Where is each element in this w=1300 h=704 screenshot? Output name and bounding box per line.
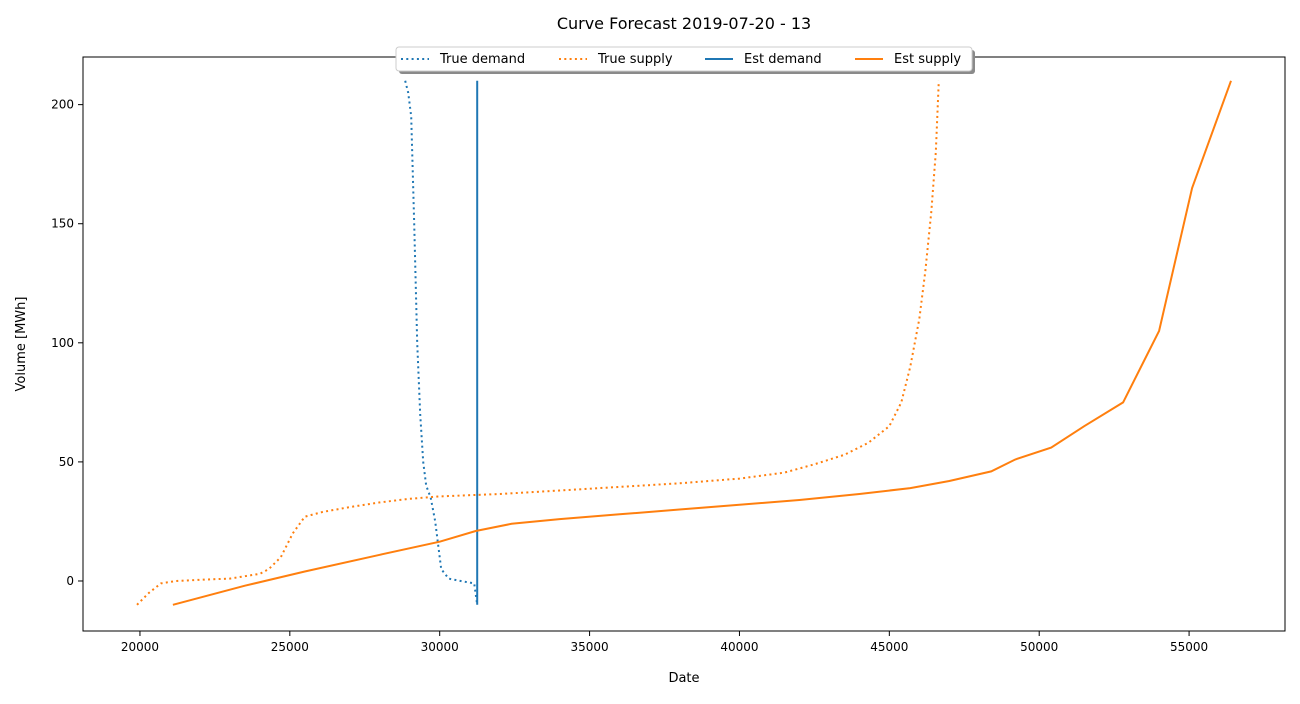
x-tick-label: 35000 xyxy=(570,640,608,654)
series-line-2 xyxy=(136,80,940,606)
y-tick-label: 150 xyxy=(51,217,74,231)
x-tick-label: 40000 xyxy=(720,640,758,654)
x-tick-label: 55000 xyxy=(1170,640,1208,654)
legend-label: Est supply xyxy=(894,52,961,67)
y-axis-ticks: 0 50 100 150 200 xyxy=(51,98,83,588)
x-tick-label: 45000 xyxy=(870,640,908,654)
series-line-4 xyxy=(172,80,1232,606)
y-tick-label: 200 xyxy=(51,98,74,112)
y-tick-label: 100 xyxy=(51,336,74,350)
chart-title: Curve Forecast 2019-07-20 - 13 xyxy=(557,14,811,33)
legend-label: True demand xyxy=(439,52,525,67)
y-tick-label: 0 xyxy=(66,574,74,588)
y-axis-label: Volume [MWh] xyxy=(14,297,29,392)
x-tick-label: 30000 xyxy=(421,640,459,654)
legend-label: True supply xyxy=(597,52,673,67)
plot-area xyxy=(82,56,1286,632)
y-tick-label: 50 xyxy=(59,455,74,469)
x-tick-label: 50000 xyxy=(1020,640,1058,654)
legend-box xyxy=(395,46,973,72)
axes-frame xyxy=(82,56,1286,632)
x-axis-label: Date xyxy=(668,671,699,686)
chart-legend: True demand True supply Est demand Est supp… xyxy=(395,46,975,74)
x-axis-ticks: 20000 25000 30000 35000 40000 45000 50000 55000 xyxy=(121,631,1208,654)
x-tick-label: 20000 xyxy=(121,640,159,654)
legend-label: Est demand xyxy=(744,52,822,67)
x-tick-label: 25000 xyxy=(271,640,309,654)
series-line-1 xyxy=(404,80,479,605)
